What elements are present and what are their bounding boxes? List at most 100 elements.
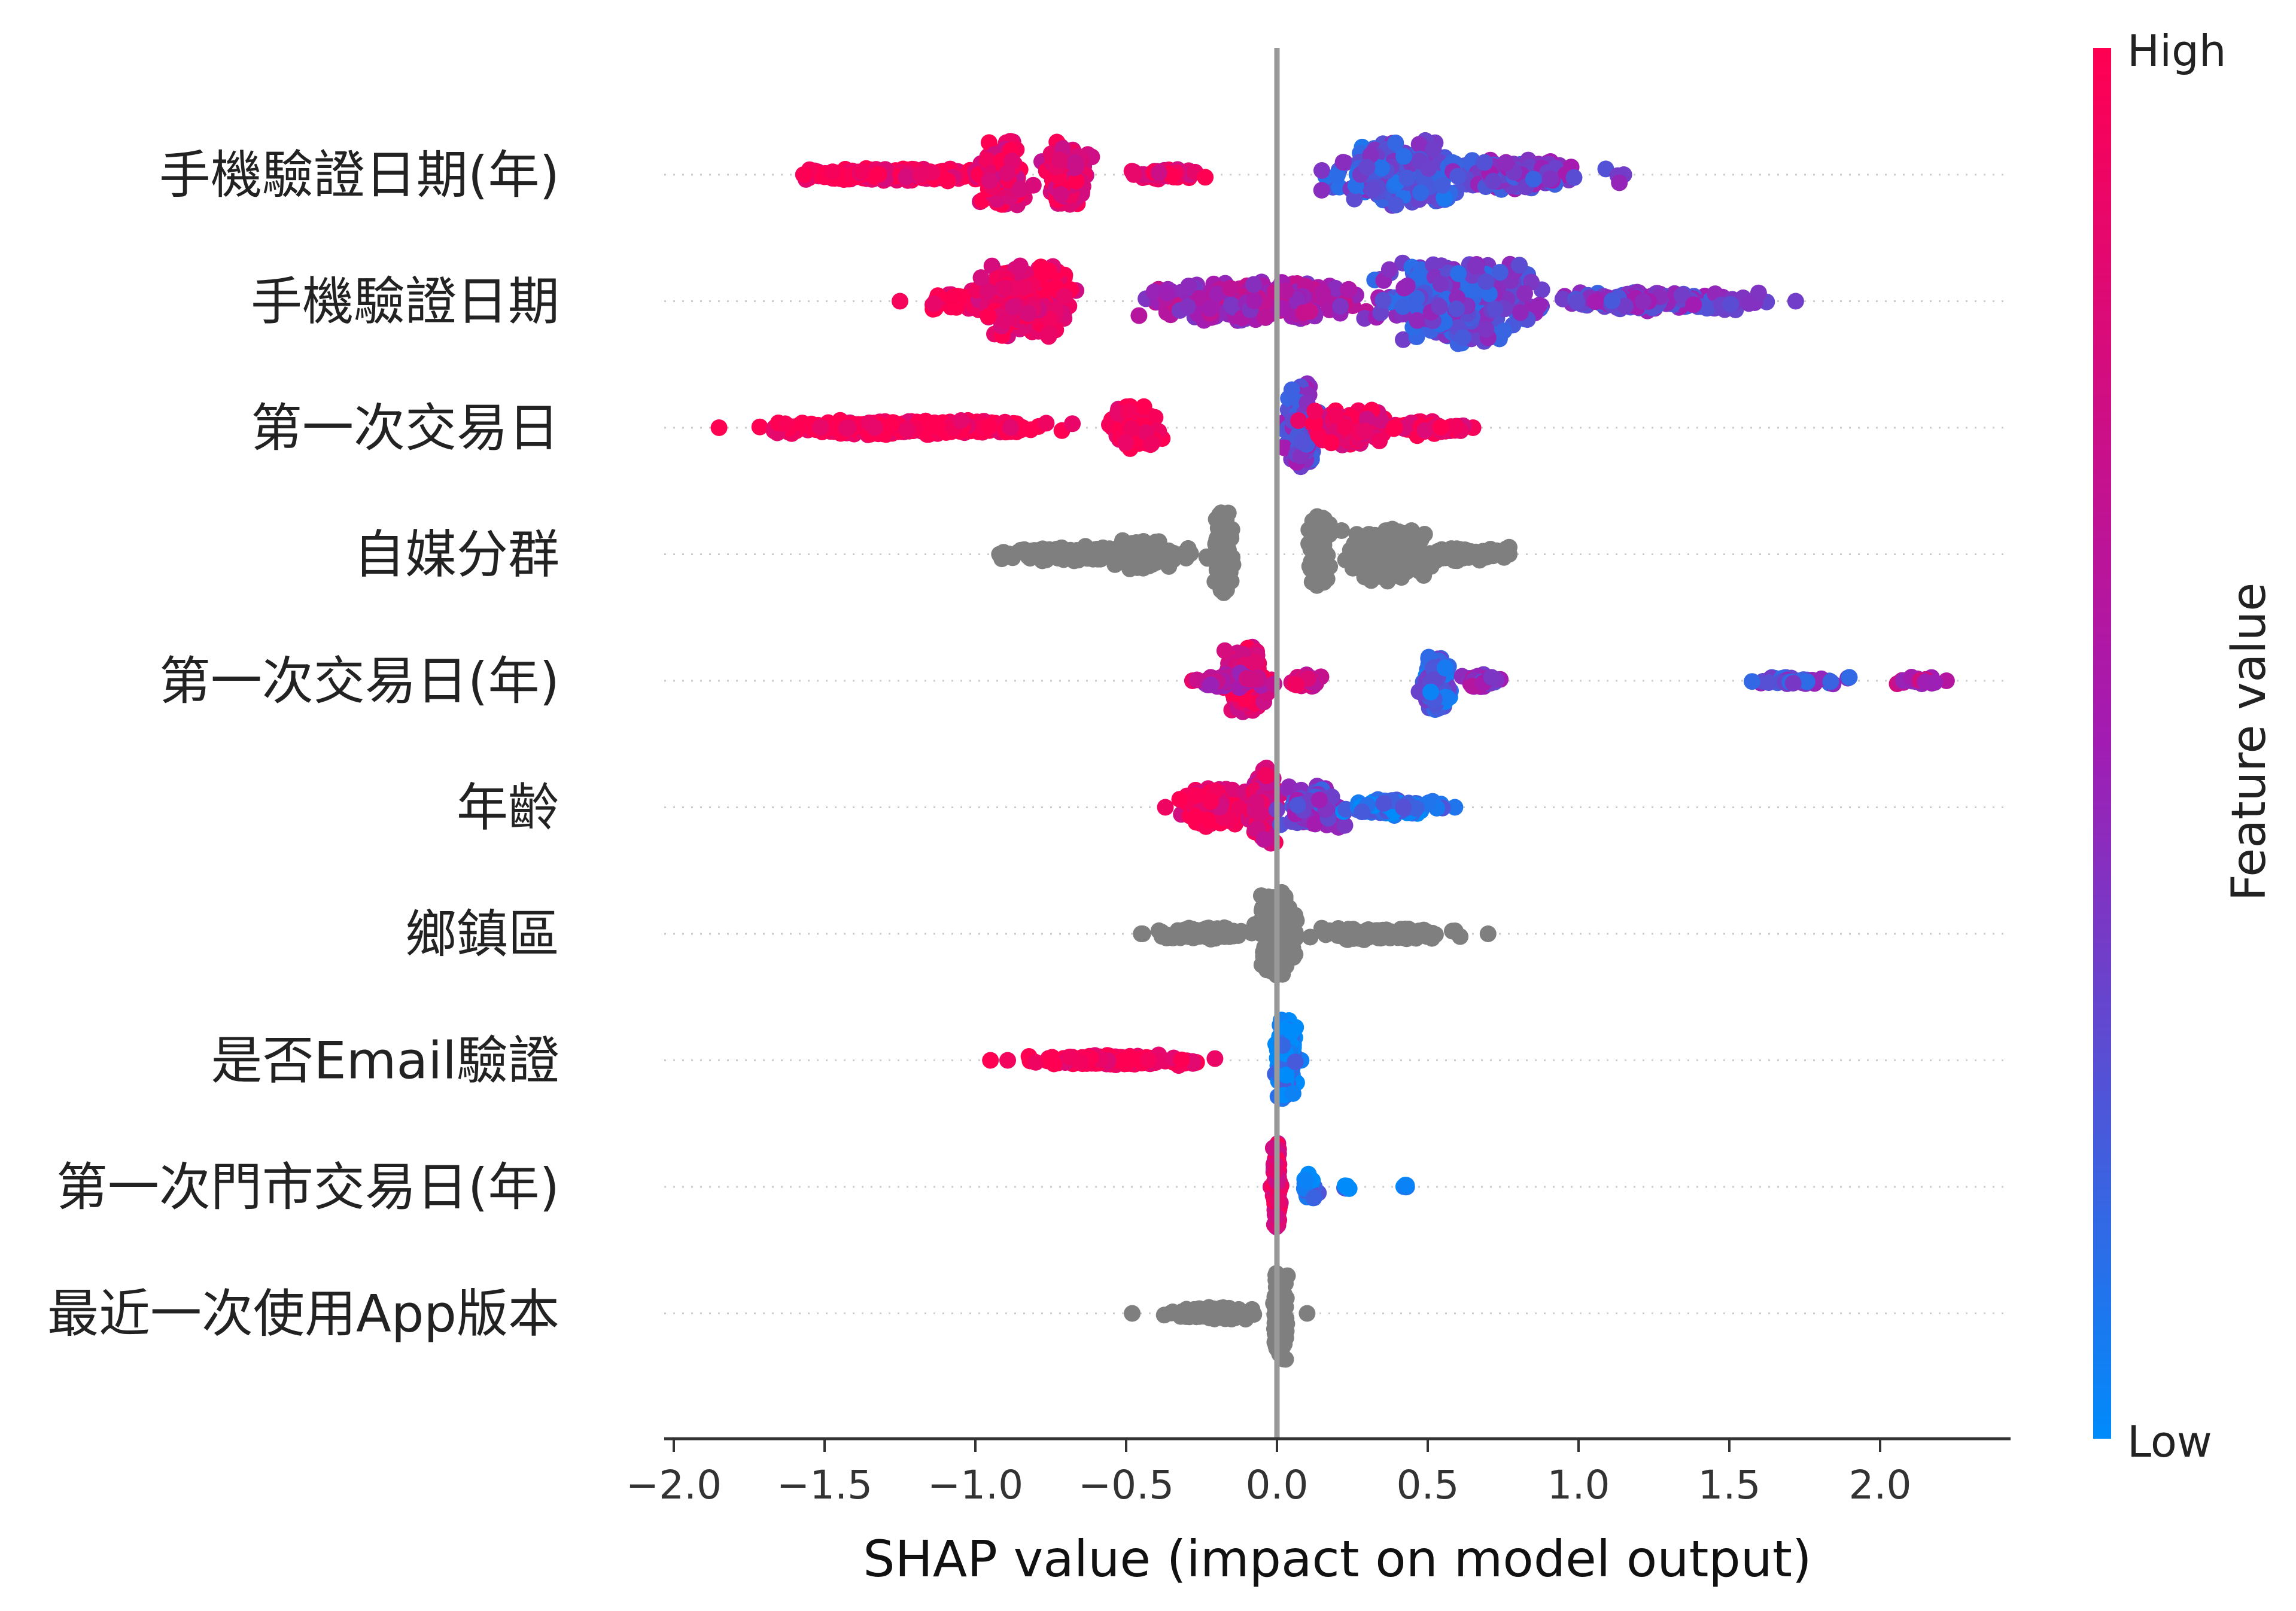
- data-point: [1425, 141, 1442, 158]
- data-point: [1484, 547, 1501, 565]
- data-point: [912, 166, 929, 184]
- data-point: [1135, 398, 1152, 415]
- data-point: [1476, 154, 1493, 171]
- data-point: [882, 416, 899, 434]
- data-point: [1179, 298, 1196, 315]
- data-point: [1202, 300, 1218, 317]
- data-point: [1179, 540, 1197, 557]
- data-point: [892, 293, 908, 310]
- data-point: [1611, 174, 1628, 191]
- data-point: [1329, 166, 1346, 184]
- data-point: [953, 412, 969, 429]
- data-point: [1163, 167, 1181, 184]
- data-point: [1051, 151, 1068, 169]
- data-point: [1288, 677, 1305, 693]
- data-point: [1452, 543, 1470, 560]
- data-point: [1467, 258, 1484, 275]
- data-point: [1437, 659, 1453, 677]
- data-point: [1214, 522, 1231, 540]
- data-point: [853, 163, 871, 180]
- data-point: [1926, 674, 1943, 691]
- data-point: [1002, 419, 1019, 436]
- data-point: [1477, 273, 1495, 290]
- data-point: [945, 288, 963, 305]
- data-point: [1841, 669, 1858, 686]
- data-point: [1247, 653, 1264, 671]
- data-point: [1483, 669, 1500, 686]
- data-point: [1407, 545, 1424, 562]
- data-point: [1313, 162, 1330, 179]
- data-point: [1333, 522, 1350, 539]
- data-point: [1158, 284, 1175, 302]
- data-point: [1038, 415, 1055, 432]
- data-point: [981, 172, 998, 190]
- data-point: [866, 419, 883, 436]
- data-point: [1245, 276, 1262, 293]
- data-point: [1740, 295, 1757, 312]
- data-point: [870, 166, 887, 183]
- data-point: [1023, 542, 1041, 559]
- data-point: [1685, 296, 1702, 313]
- data-point: [1436, 189, 1453, 206]
- data-point: [1315, 574, 1333, 591]
- data-point: [1784, 675, 1802, 692]
- data-point: [1357, 422, 1374, 440]
- data-point: [1005, 299, 1021, 316]
- data-point: [1159, 552, 1176, 570]
- data-point: [1024, 176, 1042, 194]
- data-point: [1422, 546, 1440, 564]
- data-point: [1120, 403, 1138, 420]
- data-point: [1216, 642, 1233, 659]
- data-point: [1266, 675, 1283, 693]
- data-point: [796, 166, 813, 184]
- data-point: [1125, 166, 1142, 183]
- data-point: [1722, 296, 1740, 313]
- data-point: [1197, 169, 1214, 186]
- data-point: [1068, 158, 1085, 175]
- data-point: [1306, 403, 1324, 420]
- data-point: [1422, 683, 1439, 701]
- data-point: [1497, 154, 1515, 172]
- data-point: [1150, 164, 1167, 181]
- data-point: [1316, 511, 1333, 528]
- data-point: [1447, 418, 1464, 435]
- feature-points: [795, 132, 1632, 214]
- data-point: [1412, 184, 1429, 202]
- data-point: [1366, 560, 1383, 577]
- data-point: [1448, 300, 1465, 318]
- data-point: [1053, 186, 1070, 203]
- data-point: [812, 419, 829, 436]
- data-point: [1395, 148, 1413, 165]
- data-point: [1587, 293, 1604, 310]
- data-point: [1358, 159, 1376, 176]
- data-point: [840, 419, 857, 436]
- data-point: [1064, 415, 1081, 433]
- data-point: [1373, 160, 1391, 176]
- data-point: [939, 172, 956, 190]
- data-point: [1495, 322, 1513, 340]
- data-point: [1123, 420, 1140, 437]
- data-point: [1486, 300, 1504, 318]
- data-point: [980, 307, 997, 325]
- data-point: [1604, 292, 1621, 309]
- data-point: [1386, 419, 1403, 436]
- data-point: [1344, 559, 1361, 577]
- data-point: [710, 419, 728, 436]
- data-point: [1290, 412, 1307, 430]
- data-point: [1387, 134, 1404, 151]
- data-point: [1374, 292, 1392, 309]
- data-point: [1634, 293, 1652, 310]
- data-point: [1420, 160, 1437, 177]
- data-point: [777, 415, 794, 433]
- data-point: [1068, 172, 1085, 190]
- data-point: [1293, 433, 1310, 450]
- data-point: [1542, 170, 1559, 187]
- data-point: [980, 418, 998, 436]
- data-point: [1222, 279, 1239, 297]
- data-point: [1380, 261, 1398, 278]
- data-point: [1398, 277, 1416, 294]
- feature-points: [710, 375, 1482, 476]
- data-point: [1410, 136, 1428, 153]
- data-point: [1371, 433, 1388, 449]
- data-point: [1568, 294, 1586, 311]
